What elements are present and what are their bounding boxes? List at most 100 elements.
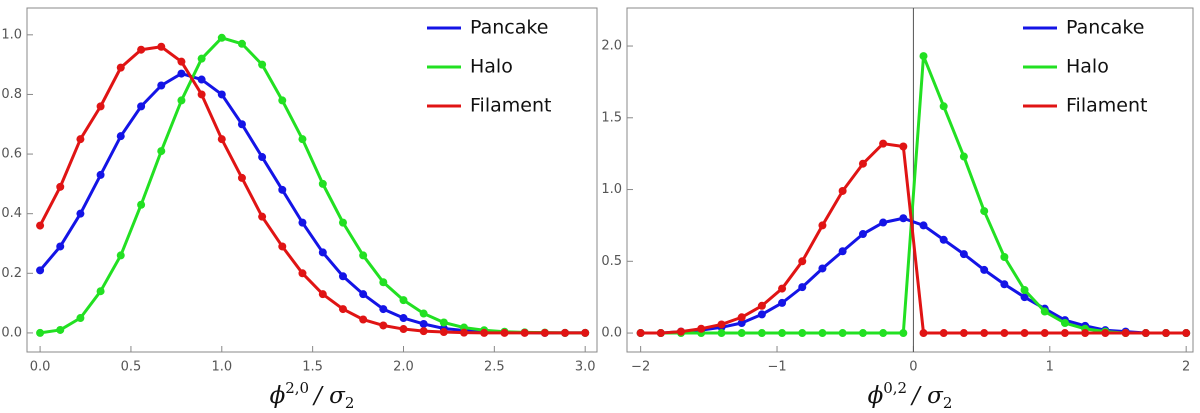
x-tick-label: 1.0 xyxy=(211,360,232,375)
data-point xyxy=(737,313,746,322)
data-point xyxy=(258,153,267,162)
data-point xyxy=(318,179,327,188)
data-point xyxy=(798,283,807,292)
data-point xyxy=(399,296,408,305)
data-point xyxy=(399,314,408,323)
data-point xyxy=(858,159,867,168)
data-point xyxy=(1121,329,1130,338)
data-point xyxy=(838,329,847,338)
data-point xyxy=(778,298,787,307)
data-point xyxy=(798,257,807,266)
data-point xyxy=(1020,286,1029,295)
data-point xyxy=(379,305,388,314)
data-point xyxy=(520,328,529,337)
label-symbol: ϕ xyxy=(270,383,286,409)
data-point xyxy=(298,269,307,278)
data-point xyxy=(36,266,45,275)
data-point xyxy=(359,290,368,299)
data-point xyxy=(379,278,388,287)
data-point xyxy=(237,173,246,182)
data-point xyxy=(838,186,847,195)
data-point xyxy=(939,102,948,111)
data-point xyxy=(1020,293,1029,302)
data-point xyxy=(959,329,968,338)
x-tick-label: −2 xyxy=(631,360,650,375)
data-point xyxy=(1101,329,1110,338)
data-point xyxy=(96,287,105,296)
data-point xyxy=(258,212,267,221)
y-tick-label: 1.5 xyxy=(601,110,622,125)
data-point xyxy=(278,242,287,251)
data-point xyxy=(757,329,766,338)
data-point xyxy=(237,39,246,48)
y-tick-label: 0.0 xyxy=(601,326,622,341)
data-point xyxy=(636,329,645,338)
data-point xyxy=(237,120,246,129)
x-tick-label: 2.5 xyxy=(484,360,505,375)
data-point xyxy=(116,251,125,260)
data-point xyxy=(757,310,766,319)
data-point xyxy=(959,152,968,161)
data-point xyxy=(500,328,509,337)
data-point xyxy=(56,182,65,191)
label-subscript: 2 xyxy=(345,394,355,412)
data-point xyxy=(778,284,787,293)
data-point xyxy=(959,250,968,259)
legend-label: Filament xyxy=(470,95,551,117)
data-point xyxy=(56,325,65,334)
data-point xyxy=(1060,329,1069,338)
data-point xyxy=(76,135,85,144)
data-point xyxy=(1161,329,1170,338)
data-point xyxy=(177,57,186,66)
series-line xyxy=(38,45,586,335)
legend-label: Halo xyxy=(1066,56,1109,78)
data-point xyxy=(879,139,888,148)
data-point xyxy=(459,328,468,337)
data-point xyxy=(137,200,146,209)
data-point xyxy=(439,328,448,337)
data-point xyxy=(56,242,65,251)
data-point xyxy=(980,207,989,216)
data-point xyxy=(258,60,267,69)
data-point xyxy=(1000,252,1009,261)
data-point xyxy=(278,185,287,194)
data-point xyxy=(36,328,45,337)
data-point xyxy=(1182,329,1191,338)
y-tick-label: 0.4 xyxy=(1,206,22,221)
y-tick-label: 1.0 xyxy=(1,27,22,42)
x-tick-label: 1.5 xyxy=(302,360,323,375)
data-point xyxy=(899,329,908,338)
data-point xyxy=(919,221,928,230)
data-point xyxy=(359,251,368,260)
label-subscript: 2 xyxy=(943,394,953,412)
x-tick-label: 0.5 xyxy=(121,360,142,375)
x-tick-label: −1 xyxy=(767,360,786,375)
data-point xyxy=(1081,329,1090,338)
data-point xyxy=(1040,329,1049,338)
data-point xyxy=(899,142,908,151)
data-point xyxy=(561,328,570,337)
data-point xyxy=(217,33,226,42)
data-point xyxy=(197,90,206,99)
label-divider: / σ xyxy=(910,383,944,409)
data-point xyxy=(818,329,827,338)
data-point xyxy=(818,221,827,230)
data-point xyxy=(737,329,746,338)
series-line xyxy=(640,142,1187,335)
data-point xyxy=(177,69,186,78)
x-axis-label: ϕ0,2/ σ2 xyxy=(868,379,953,412)
data-point xyxy=(318,248,327,257)
data-point xyxy=(76,209,85,218)
data-point xyxy=(76,314,85,323)
legend-label: Halo xyxy=(470,56,513,78)
x-tick-label: 2 xyxy=(1182,360,1190,375)
legend-label: Pancake xyxy=(1066,17,1144,39)
data-point xyxy=(419,327,428,336)
y-tick-label: 0.8 xyxy=(1,87,22,102)
x-tick-label: 3.0 xyxy=(575,360,596,375)
data-point xyxy=(1000,280,1009,289)
data-point xyxy=(399,325,408,334)
data-point xyxy=(757,301,766,310)
label-superscript: 0,2 xyxy=(883,379,907,397)
